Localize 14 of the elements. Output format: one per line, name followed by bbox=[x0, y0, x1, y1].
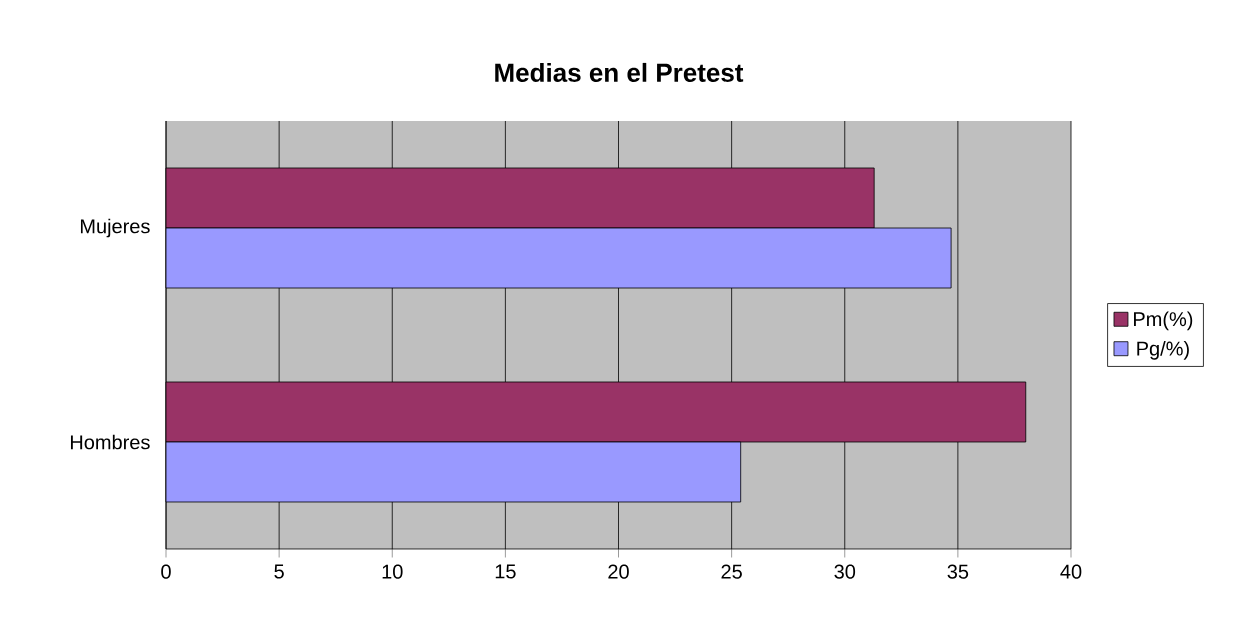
x-tick-label: 35 bbox=[947, 564, 969, 579]
x-tick-label: 40 bbox=[1060, 564, 1082, 579]
legend-label: Pm(%) bbox=[1134, 311, 1193, 331]
x-tick-label: 15 bbox=[495, 564, 516, 579]
x-tick-label: 5 bbox=[274, 564, 284, 579]
y-tick-label: Mujeres bbox=[80, 218, 150, 238]
x-tick-label: 25 bbox=[721, 564, 742, 579]
y-tick-label: Hombres bbox=[70, 434, 150, 450]
chart-title: Medias en el Pretest bbox=[495, 62, 744, 82]
x-tick-label: 20 bbox=[608, 564, 629, 579]
x-tick-label: 30 bbox=[834, 564, 856, 579]
x-tick-label: 10 bbox=[382, 564, 403, 579]
x-tick-label: 0 bbox=[161, 564, 171, 579]
legend-label: Pg/%) bbox=[1137, 340, 1189, 360]
